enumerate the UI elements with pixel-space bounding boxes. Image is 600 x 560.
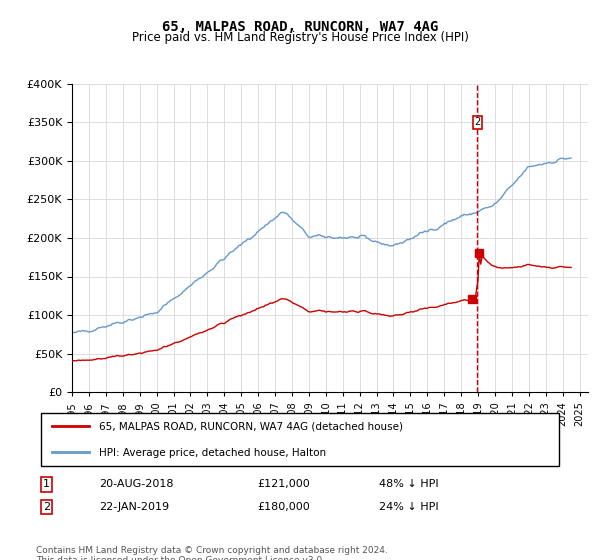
- Text: Price paid vs. HM Land Registry's House Price Index (HPI): Price paid vs. HM Land Registry's House …: [131, 31, 469, 44]
- Text: 24% ↓ HPI: 24% ↓ HPI: [379, 502, 439, 512]
- Text: 1: 1: [43, 479, 50, 489]
- Text: 20-AUG-2018: 20-AUG-2018: [100, 479, 174, 489]
- Text: £180,000: £180,000: [258, 502, 311, 512]
- Text: 2: 2: [43, 502, 50, 512]
- Text: HPI: Average price, detached house, Halton: HPI: Average price, detached house, Halt…: [100, 448, 326, 458]
- FancyBboxPatch shape: [41, 413, 559, 466]
- Text: 65, MALPAS ROAD, RUNCORN, WA7 4AG (detached house): 65, MALPAS ROAD, RUNCORN, WA7 4AG (detac…: [100, 422, 403, 432]
- Text: Contains HM Land Registry data © Crown copyright and database right 2024.
This d: Contains HM Land Registry data © Crown c…: [36, 546, 388, 560]
- Text: 65, MALPAS ROAD, RUNCORN, WA7 4AG: 65, MALPAS ROAD, RUNCORN, WA7 4AG: [162, 20, 438, 34]
- Text: 2: 2: [474, 118, 481, 128]
- Text: £121,000: £121,000: [258, 479, 311, 489]
- Text: 22-JAN-2019: 22-JAN-2019: [100, 502, 169, 512]
- Text: 48% ↓ HPI: 48% ↓ HPI: [379, 479, 439, 489]
